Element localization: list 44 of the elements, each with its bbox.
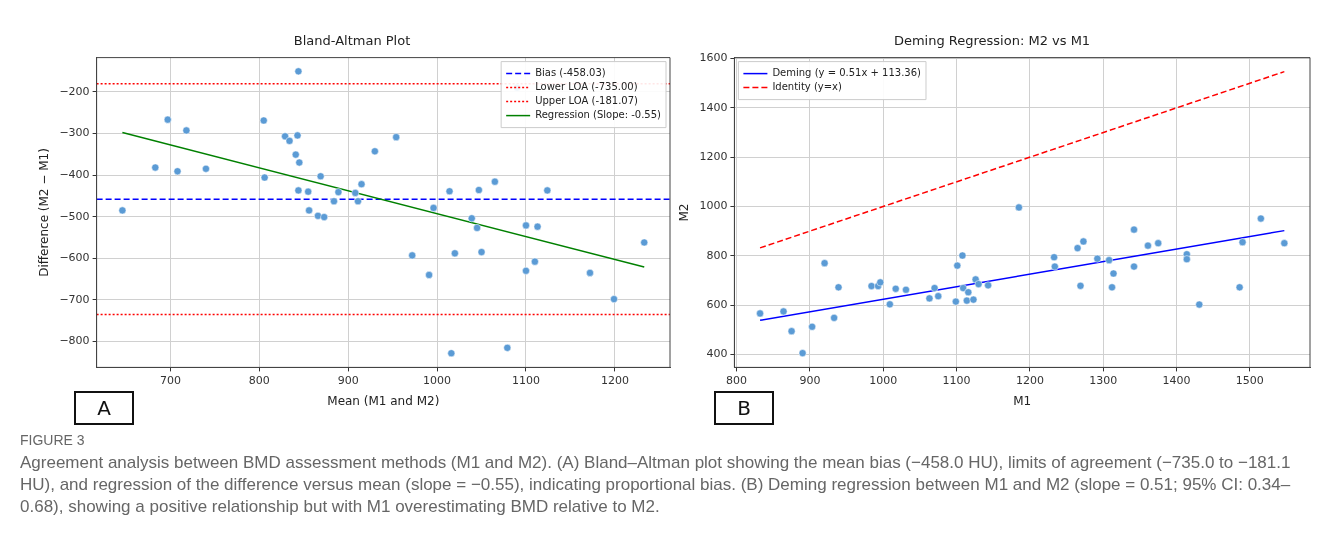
y-axis-title: M2 [677,203,692,222]
text: Agreement analysis between BMD assessment methods (M1 and M2). (A) Bland–Altman plot showing the mean bias (−458.0 HU), limits of agreement (−735.0 to −181.1 HU), and regression of the difference versus mean (slope = −0.55), indicating proportional bias. (B) Deming regression between M1 and M2 (slope = 0.51; 95% CI: 0.34–0.68), showing a positive relationship but with M1 overestimating BMD relative to M2. [20,452,1292,518]
x-tick-label: 800 [248,373,270,387]
y-tick-label: −800 [59,334,90,348]
y-tick-label: 400 [706,347,728,361]
y-tick-label: 1000 [699,199,728,213]
y-tick-label: 600 [706,297,728,311]
text: FIGURE 3 [20,432,86,448]
x-tick-label: 900 [337,373,359,387]
y-tick-label: 1600 [699,51,728,65]
y-tick-label: −200 [59,84,90,98]
x-tick-label: 700 [159,373,181,387]
legend-label: Identity (y=x) [772,81,843,93]
chart-title: Bland-Altman Plot [293,33,411,49]
x-tick-label: 1400 [1162,373,1191,387]
y-tick-label: −400 [59,167,90,181]
legend-label: Deming (y = 0.51x + 113.36) [772,67,922,79]
y-tick-label: 800 [706,248,728,262]
y-tick-label: −500 [59,209,90,223]
text: B [714,391,774,425]
x-tick-label: 1200 [1015,373,1044,387]
x-axis-title: M1 [1013,393,1032,408]
legend-label: Upper LOA (-181.07) [535,95,639,107]
legend-label: Lower LOA (-735.00) [535,81,638,93]
text: A [74,391,134,425]
x-tick-label: 1100 [942,373,971,387]
y-tick-label: −300 [59,126,90,140]
y-tick-label: −700 [59,292,90,306]
chart-title: Deming Regression: M2 vs M1 [893,33,1091,49]
x-axis-title: Mean (M1 and M2) [327,393,440,408]
x-tick-label: 1000 [423,373,452,387]
y-axis-title: Difference (M2 − M1) [37,148,52,277]
x-tick-label: 1000 [869,373,898,387]
x-tick-label: 800 [726,373,748,387]
x-tick-label: 1200 [600,373,629,387]
legend-label: Regression (Slope: -0.55) [535,109,662,121]
x-tick-label: 1500 [1235,373,1264,387]
x-tick-label: 1100 [511,373,540,387]
y-tick-label: 1400 [699,100,728,114]
y-tick-label: 1200 [699,150,728,164]
x-tick-label: 1300 [1089,373,1118,387]
legend-label: Bias (-458.03) [535,67,606,79]
x-tick-label: 900 [799,373,821,387]
y-tick-label: −600 [59,251,90,265]
